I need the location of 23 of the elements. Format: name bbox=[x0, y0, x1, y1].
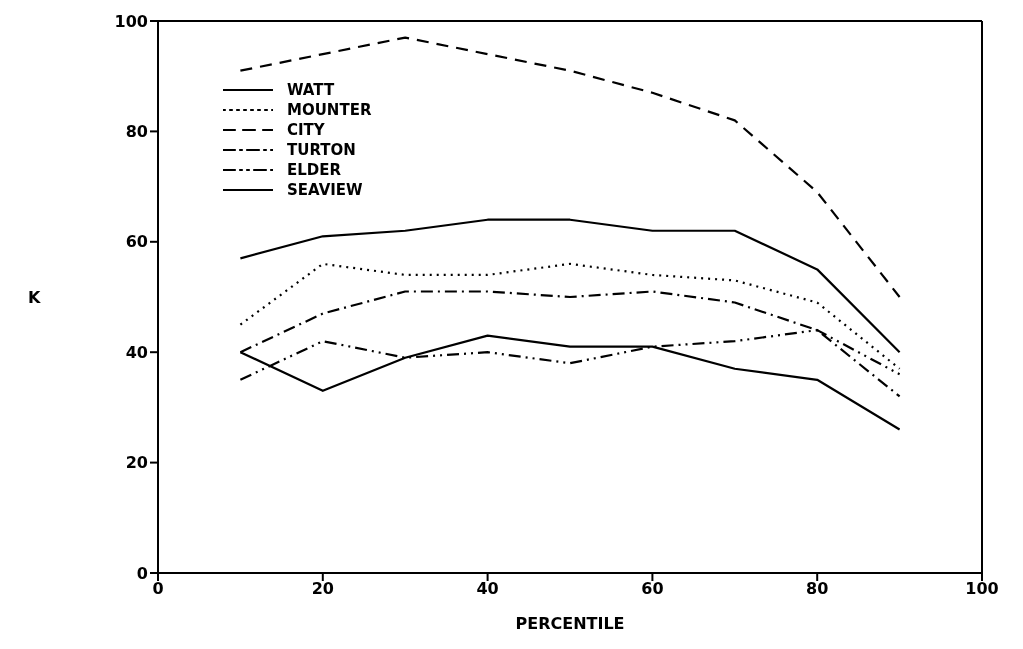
legend-label: WATT bbox=[287, 81, 335, 99]
line-series bbox=[239, 36, 901, 299]
y-tick-label: 40 bbox=[125, 342, 148, 362]
y-tick-label: 100 bbox=[114, 11, 148, 31]
y-tick-label: 80 bbox=[125, 122, 148, 142]
y-tick-label: 0 bbox=[136, 563, 148, 583]
x-tick-label: 100 bbox=[965, 579, 999, 599]
line-series bbox=[239, 218, 901, 354]
legend-label: ELDER bbox=[287, 161, 342, 179]
x-tick-label: 0 bbox=[152, 579, 164, 599]
x-tick-label: 40 bbox=[476, 579, 499, 599]
y-axis-title: K bbox=[28, 287, 41, 307]
y-tick-label: 20 bbox=[125, 453, 148, 473]
x-tick-label: 20 bbox=[311, 579, 334, 599]
legend-label: MOUNTER bbox=[287, 101, 372, 119]
x-tick-label: 60 bbox=[641, 579, 664, 599]
legend-label: CITY bbox=[287, 121, 325, 139]
legend-label: TURTON bbox=[287, 141, 356, 159]
line-series bbox=[239, 262, 901, 370]
legend-label: SEAVIEW bbox=[287, 181, 363, 199]
y-tick-label: 60 bbox=[125, 232, 148, 252]
x-axis-title: PERCENTILE bbox=[515, 614, 625, 633]
x-tick-label: 80 bbox=[806, 579, 829, 599]
